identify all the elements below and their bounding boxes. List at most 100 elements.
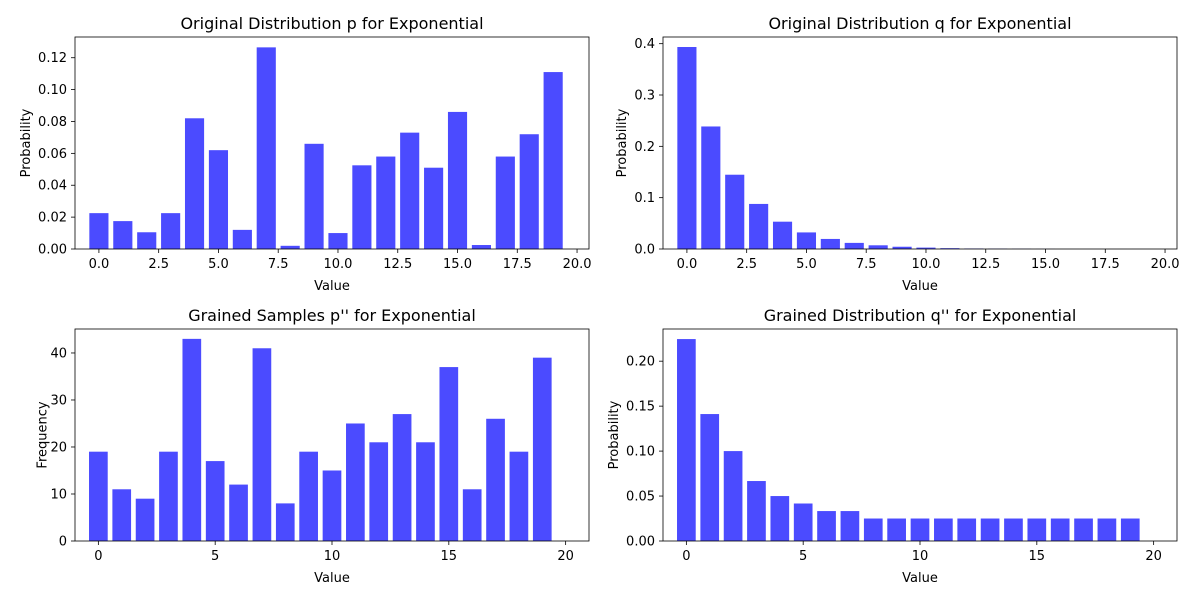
- bar: [772, 221, 793, 249]
- bar: [328, 233, 348, 249]
- y-tick-label: 0.04: [38, 179, 67, 194]
- y-tick-label: 0.12: [38, 51, 67, 66]
- bar: [509, 451, 529, 541]
- axes-frame: [662, 36, 1178, 250]
- x-tick-label: 5.0: [208, 257, 229, 272]
- subplot-4: 0 5 10 15 20 0.00 0.05 0.10 0.15 0.20 Grained Dist…: [607, 306, 1178, 586]
- y-tick-label: 0.06: [38, 147, 67, 162]
- bar: [940, 248, 960, 249]
- bar: [299, 451, 318, 541]
- bar: [424, 167, 444, 249]
- bar: [1027, 518, 1047, 541]
- y-tick-label: 0.1: [634, 191, 655, 206]
- bar: [486, 418, 505, 541]
- bar: [208, 150, 229, 249]
- x-tick-label: 20.0: [563, 257, 592, 272]
- bar: [471, 245, 491, 249]
- bar: [1097, 518, 1117, 541]
- bar: [887, 518, 906, 541]
- x-tick-label: 2.5: [736, 257, 757, 272]
- bar: [793, 503, 813, 541]
- x-tick-label: 15: [1029, 549, 1046, 564]
- bar: [892, 246, 912, 249]
- bar: [112, 489, 132, 541]
- x-tick-label: 17.5: [503, 257, 532, 272]
- y-axis-label: Probability: [615, 108, 630, 177]
- x-axis-label: Value: [314, 571, 350, 586]
- x-tick-label: 10.0: [324, 257, 353, 272]
- bar: [352, 165, 372, 249]
- x-tick-label: 7.5: [268, 257, 289, 272]
- bar: [723, 451, 743, 541]
- chart-title: Original Distribution p for Exponential: [180, 14, 483, 33]
- bar: [256, 47, 276, 249]
- bar: [677, 339, 696, 541]
- bar: [1004, 518, 1023, 541]
- chart-title: Grained Distribution q'' for Exponential: [764, 306, 1077, 325]
- bar: [416, 442, 435, 541]
- bar: [840, 511, 860, 541]
- bar: [916, 247, 936, 249]
- bar: [182, 338, 202, 541]
- bar: [205, 461, 225, 541]
- y-tick-label: 0.05: [626, 490, 655, 505]
- x-tick-label: 15.0: [1031, 257, 1060, 272]
- bar: [89, 213, 109, 249]
- x-axis-label: Value: [314, 279, 350, 294]
- y-tick-label: 0.20: [626, 355, 655, 370]
- y-tick-label: 0.02: [38, 211, 67, 226]
- x-tick-label: 20: [557, 549, 574, 564]
- x-tick-label: 20.0: [1151, 257, 1180, 272]
- bar: [462, 489, 482, 541]
- bar: [700, 414, 720, 541]
- y-tick-label: 0.10: [38, 83, 67, 98]
- bar: [252, 348, 272, 541]
- y-tick-label: 0.10: [626, 445, 655, 460]
- bar: [749, 203, 769, 249]
- bar: [863, 518, 883, 541]
- bar: [796, 232, 817, 249]
- bar: [844, 242, 864, 249]
- bar: [817, 511, 836, 541]
- y-tick-label: 0.0: [634, 243, 655, 258]
- bar: [439, 367, 459, 541]
- bar: [369, 442, 389, 541]
- x-tick-label: 0: [94, 549, 102, 564]
- bar: [532, 357, 552, 541]
- x-tick-label: 0.0: [89, 257, 110, 272]
- y-tick-label: 30: [50, 393, 67, 408]
- y-tick-label: 40: [50, 346, 67, 361]
- y-tick-label: 0.08: [38, 115, 67, 130]
- bar: [376, 156, 396, 249]
- bar: [161, 213, 181, 249]
- subplot-1: 0.0 2.5 5.0 7.5 10.0 12.5 15.0 17.5 20.0 0.00 0.02…: [19, 14, 592, 294]
- bar: [392, 414, 412, 541]
- bar: [725, 174, 745, 249]
- bar: [275, 503, 295, 541]
- bar: [543, 72, 563, 249]
- x-tick-label: 12.5: [383, 257, 412, 272]
- y-tick-label: 0.00: [626, 535, 655, 550]
- chart-title: Original Distribution q for Exponential: [768, 14, 1071, 33]
- bar: [229, 484, 248, 541]
- bar: [519, 134, 539, 249]
- y-tick-label: 10: [50, 487, 67, 502]
- bar: [495, 156, 515, 249]
- subplot-2: 0.0 2.5 5.0 7.5 10.0 12.5 15.0 17.5 20.0 0.0 0.1 0.…: [615, 14, 1179, 294]
- y-tick-label: 0.15: [626, 400, 655, 415]
- y-axis-label: Frequency: [35, 401, 50, 468]
- bar: [1050, 518, 1070, 541]
- y-tick-label: 0.3: [634, 89, 655, 104]
- y-tick-label: 0: [59, 535, 67, 550]
- bar: [135, 498, 155, 541]
- bar: [770, 496, 790, 541]
- y-tick-label: 0.4: [634, 37, 655, 52]
- axes-frame: [74, 36, 590, 250]
- x-tick-label: 2.5: [148, 257, 169, 272]
- y-axis-label: Probability: [19, 108, 34, 177]
- x-tick-label: 5: [211, 549, 219, 564]
- x-tick-label: 15: [441, 549, 458, 564]
- x-tick-label: 10: [324, 549, 341, 564]
- bar: [910, 518, 930, 541]
- y-axis-label: Probability: [607, 400, 622, 469]
